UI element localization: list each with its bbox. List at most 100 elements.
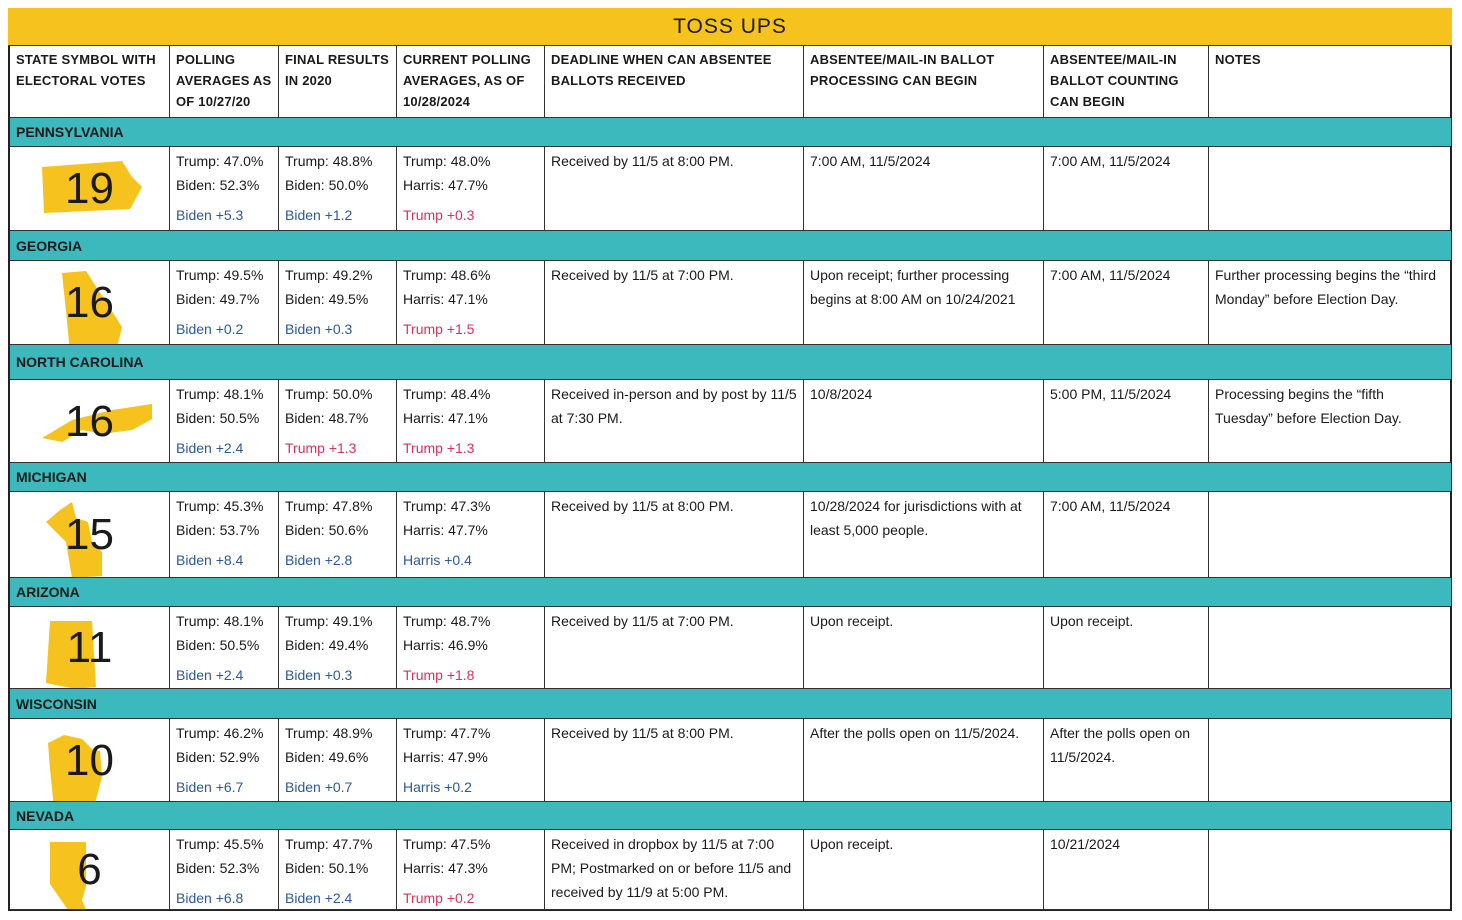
poll-cell: Trump: 48.9% Biden: 49.6% Biden +0.7 <box>279 719 397 802</box>
state-symbol-cell: 16 <box>10 261 170 345</box>
poll-line: Biden: 50.0% <box>285 177 369 193</box>
processing-text: Upon receipt. <box>810 836 894 852</box>
notes-cell <box>1209 492 1451 578</box>
counting-text: Upon receipt. <box>1050 613 1134 629</box>
deadline-text: Received in dropbox by 11/5 at 7:00 PM; … <box>551 836 792 900</box>
state-outline <box>42 161 142 213</box>
header-cell: ABSENTEE/MAIL-IN BALLOT COUNTING CAN BEG… <box>1044 45 1209 118</box>
counting-cell: Upon receipt. <box>1044 607 1209 689</box>
notes-cell: Further processing begins the “third Mon… <box>1209 261 1451 345</box>
poll-line: Biden: 52.3% <box>176 860 260 876</box>
poll-cell: Trump: 48.1% Biden: 50.5% Biden +2.4 <box>170 380 279 463</box>
poll-margin: Biden +6.8 <box>176 890 244 906</box>
processing-text: 7:00 AM, 11/5/2024 <box>810 153 931 169</box>
poll-line: Biden: 50.5% <box>176 410 260 426</box>
poll-cell: Trump: 50.0% Biden: 48.7% Trump +1.3 <box>279 380 397 463</box>
poll-line: Trump: 49.1% <box>285 613 373 629</box>
electoral-votes: 15 <box>65 510 114 559</box>
poll-margin: Biden +0.3 <box>285 321 353 337</box>
poll-margin: Biden +2.4 <box>176 667 244 683</box>
poll-margin: Biden +0.3 <box>285 667 353 683</box>
poll-cell: Trump: 47.7% Harris: 47.9% Harris +0.2 <box>397 719 545 802</box>
poll-cell: Trump: 49.5% Biden: 49.7% Biden +0.2 <box>170 261 279 345</box>
deadline-cell: Received by 11/5 at 7:00 PM. <box>545 261 804 345</box>
state-outline <box>62 271 122 344</box>
poll-margin: Biden +2.8 <box>285 552 353 568</box>
counting-cell: 5:00 PM, 11/5/2024 <box>1044 380 1209 463</box>
electoral-votes: 10 <box>65 735 114 785</box>
deadline-text: Received by 11/5 at 8:00 PM. <box>551 498 734 514</box>
state-symbol-cell: 16 <box>10 380 170 463</box>
deadline-cell: Received by 11/5 at 8:00 PM. <box>545 719 804 802</box>
deadline-cell: Received by 11/5 at 8:00 PM. <box>545 147 804 231</box>
poll-line: Biden: 49.6% <box>285 749 369 765</box>
processing-cell: 10/8/2024 <box>804 380 1044 463</box>
poll-margin: Trump +0.2 <box>403 890 475 906</box>
poll-line: Trump: 45.3% <box>176 498 264 514</box>
poll-line: Trump: 50.0% <box>285 386 373 402</box>
poll-line: Harris: 47.1% <box>403 291 488 307</box>
counting-text: 7:00 AM, 11/5/2024 <box>1050 498 1171 514</box>
poll-cell: Trump: 48.8% Biden: 50.0% Biden +1.2 <box>279 147 397 231</box>
deadline-text: Received by 11/5 at 8:00 PM. <box>551 725 734 741</box>
poll-line: Biden: 49.7% <box>176 291 260 307</box>
poll-cell: Trump: 47.8% Biden: 50.6% Biden +2.8 <box>279 492 397 578</box>
poll-line: Trump: 47.3% <box>403 498 491 514</box>
notes-cell <box>1209 830 1451 910</box>
poll-line: Biden: 52.9% <box>176 749 260 765</box>
poll-cell: Trump: 48.7% Harris: 46.9% Trump +1.8 <box>397 607 545 689</box>
poll-line: Harris: 47.1% <box>403 410 488 426</box>
poll-margin: Trump +1.8 <box>403 667 475 683</box>
notes-text: Further processing begins the “third Mon… <box>1215 267 1436 307</box>
electoral-votes: 16 <box>65 278 114 327</box>
state-shape <box>48 735 102 801</box>
poll-line: Trump: 48.1% <box>176 386 264 402</box>
poll-cell: Trump: 48.6% Harris: 47.1% Trump +1.5 <box>397 261 545 345</box>
poll-line: Harris: 47.3% <box>403 860 488 876</box>
state-name: GEORGIA <box>10 231 1451 261</box>
state-symbol-cell: 19 <box>10 147 170 231</box>
header-cell: CURRENT POLLING AVERAGES, AS OF 10/28/20… <box>397 45 545 118</box>
header-cell: ABSENTEE/MAIL-IN BALLOT PROCESSING CAN B… <box>804 45 1044 118</box>
counting-text: 5:00 PM, 11/5/2024 <box>1050 386 1172 402</box>
poll-margin: Biden +2.4 <box>176 440 244 456</box>
notes-cell <box>1209 719 1451 802</box>
notes-cell <box>1209 607 1451 689</box>
electoral-votes: 6 <box>77 845 102 894</box>
poll-line: Biden: 50.1% <box>285 860 369 876</box>
poll-margin: Trump +1.3 <box>285 440 357 456</box>
state-shape <box>62 271 122 344</box>
state-shape <box>46 502 102 577</box>
poll-line: Biden: 53.7% <box>176 522 260 538</box>
poll-line: Biden: 52.3% <box>176 177 260 193</box>
deadline-text: Received by 11/5 at 8:00 PM. <box>551 153 734 169</box>
header-cell: FINAL RESULTS IN 2020 <box>279 45 397 118</box>
poll-cell: Trump: 47.5% Harris: 47.3% Trump +0.2 <box>397 830 545 910</box>
poll-line: Trump: 47.7% <box>403 725 491 741</box>
state-outline <box>48 735 102 801</box>
poll-line: Trump: 49.5% <box>176 267 264 283</box>
poll-line: Trump: 47.7% <box>285 836 373 852</box>
processing-text: Upon receipt; further processing begins … <box>810 267 1016 307</box>
poll-line: Harris: 46.9% <box>403 637 488 653</box>
poll-cell: Trump: 47.7% Biden: 50.1% Biden +2.4 <box>279 830 397 910</box>
counting-cell: After the polls open on 11/5/2024. <box>1044 719 1209 802</box>
counting-cell: 10/21/2024 <box>1044 830 1209 910</box>
poll-line: Trump: 48.4% <box>403 386 491 402</box>
state-symbol-cell: 11 <box>10 607 170 689</box>
state-outline <box>46 502 102 577</box>
poll-margin: Biden +5.3 <box>176 207 244 223</box>
processing-cell: 10/28/2024 for jurisdictions with at lea… <box>804 492 1044 578</box>
poll-margin: Biden +2.4 <box>285 890 353 906</box>
header-cell: POLLING AVERAGES AS OF 10/27/20 <box>170 45 279 118</box>
poll-line: Trump: 48.0% <box>403 153 491 169</box>
state-name: ARIZONA <box>10 578 1451 607</box>
poll-line: Trump: 48.7% <box>403 613 491 629</box>
poll-line: Trump: 46.2% <box>176 725 264 741</box>
poll-cell: Trump: 47.3% Harris: 47.7% Harris +0.4 <box>397 492 545 578</box>
processing-cell: Upon receipt. <box>804 607 1044 689</box>
state-shape <box>42 161 142 213</box>
poll-cell: Trump: 48.4% Harris: 47.1% Trump +1.3 <box>397 380 545 463</box>
state-name: NORTH CAROLINA <box>10 345 1451 380</box>
processing-text: 10/28/2024 for jurisdictions with at lea… <box>810 498 1022 538</box>
